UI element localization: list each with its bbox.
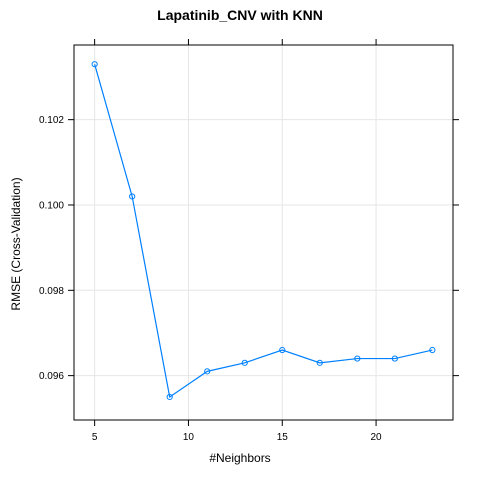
plot-frame — [73, 44, 454, 421]
y-tick-label: 0.102 — [39, 115, 64, 126]
series-layer — [91, 61, 436, 401]
x-tick-label: 15 — [277, 432, 289, 443]
axis-ticks: 5 10 15 20 0.096 0.098 0.100 0.102 — [39, 39, 459, 443]
y-tick-label: 0.100 — [39, 200, 64, 211]
chart-title: Lapatinib_CNV with KNN — [157, 7, 323, 23]
data-point — [204, 368, 211, 375]
data-point — [129, 193, 136, 200]
x-tick-label: 20 — [371, 432, 383, 443]
y-axis-label: RMSE (Cross-Validation) — [9, 177, 23, 310]
data-point — [429, 346, 436, 354]
data-point — [354, 355, 361, 362]
data-point — [91, 61, 98, 68]
data-point — [166, 393, 173, 401]
x-tick-label: 10 — [183, 432, 195, 443]
data-point — [279, 346, 286, 354]
plot-border — [73, 44, 454, 421]
data-point — [391, 355, 398, 362]
grid-lines — [74, 45, 453, 420]
data-point — [241, 359, 248, 366]
series-line — [94, 64, 433, 398]
data-point — [316, 359, 323, 366]
y-tick-label: 0.096 — [39, 371, 64, 382]
y-tick-label: 0.098 — [39, 286, 64, 297]
x-tick-label: 5 — [92, 432, 98, 443]
x-axis-label: #Neighbors — [209, 451, 270, 465]
